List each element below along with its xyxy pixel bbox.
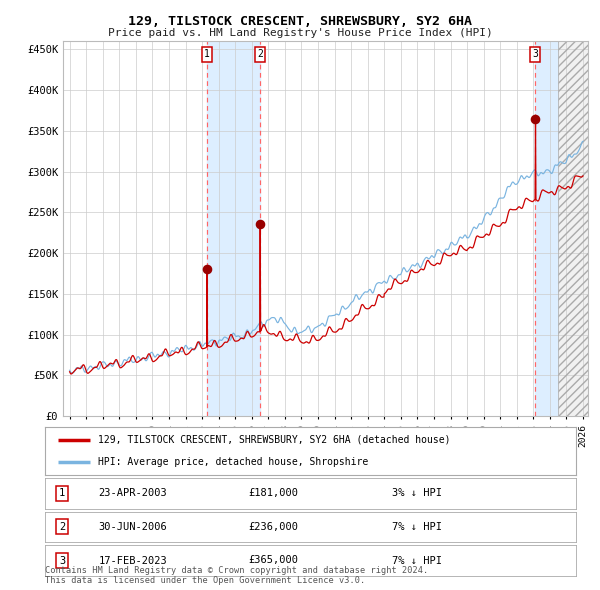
Text: Contains HM Land Registry data © Crown copyright and database right 2024.: Contains HM Land Registry data © Crown c… — [45, 566, 428, 575]
Text: 3: 3 — [59, 556, 65, 565]
Text: 1: 1 — [204, 50, 210, 60]
Text: 129, TILSTOCK CRESCENT, SHREWSBURY, SY2 6HA: 129, TILSTOCK CRESCENT, SHREWSBURY, SY2 … — [128, 15, 472, 28]
Text: Price paid vs. HM Land Registry's House Price Index (HPI): Price paid vs. HM Land Registry's House … — [107, 28, 493, 38]
Bar — [207, 41, 260, 416]
Bar — [558, 41, 592, 416]
Text: 2: 2 — [257, 50, 263, 60]
Text: £365,000: £365,000 — [248, 556, 298, 565]
Text: 7% ↓ HPI: 7% ↓ HPI — [392, 556, 442, 565]
Text: 23-APR-2003: 23-APR-2003 — [98, 489, 167, 498]
Text: 1: 1 — [59, 489, 65, 498]
Text: This data is licensed under the Open Government Licence v3.0.: This data is licensed under the Open Gov… — [45, 576, 365, 585]
Bar — [558, 41, 592, 416]
Text: 7% ↓ HPI: 7% ↓ HPI — [392, 522, 442, 532]
Text: £181,000: £181,000 — [248, 489, 298, 498]
Text: 17-FEB-2023: 17-FEB-2023 — [98, 556, 167, 565]
Text: 129, TILSTOCK CRESCENT, SHREWSBURY, SY2 6HA (detached house): 129, TILSTOCK CRESCENT, SHREWSBURY, SY2 … — [98, 435, 451, 445]
Text: 2: 2 — [59, 522, 65, 532]
Text: HPI: Average price, detached house, Shropshire: HPI: Average price, detached house, Shro… — [98, 457, 368, 467]
Point — [255, 219, 265, 228]
Text: 3: 3 — [532, 50, 538, 60]
Text: 3% ↓ HPI: 3% ↓ HPI — [392, 489, 442, 498]
Text: £236,000: £236,000 — [248, 522, 298, 532]
Point — [530, 114, 540, 123]
Text: 30-JUN-2006: 30-JUN-2006 — [98, 522, 167, 532]
Point — [202, 264, 212, 273]
Bar — [535, 41, 558, 416]
